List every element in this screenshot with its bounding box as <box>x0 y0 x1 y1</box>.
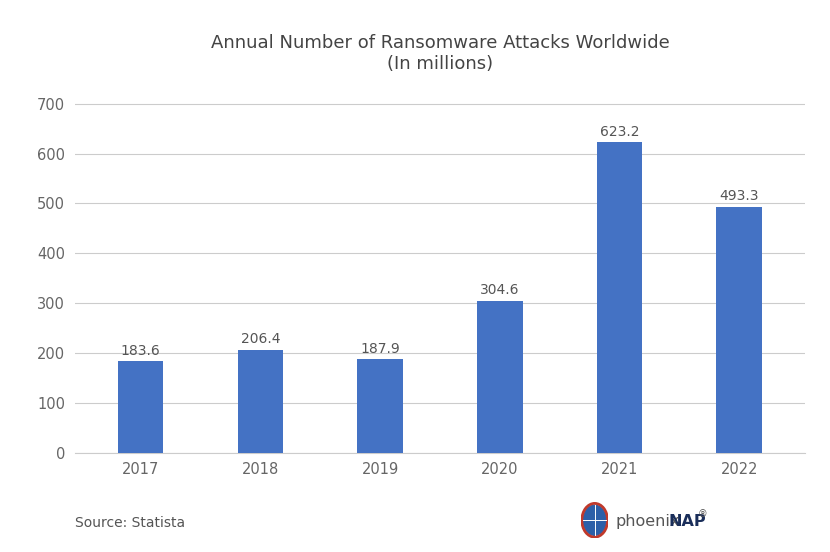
Text: 623.2: 623.2 <box>600 125 639 139</box>
Text: 493.3: 493.3 <box>720 189 759 203</box>
Text: ®: ® <box>697 509 707 519</box>
Bar <box>118 361 164 453</box>
Bar <box>237 350 283 453</box>
Bar <box>357 359 403 453</box>
Circle shape <box>583 505 606 535</box>
Text: phoenix: phoenix <box>616 514 681 529</box>
Text: 183.6: 183.6 <box>120 344 160 358</box>
Text: NAP: NAP <box>668 514 706 529</box>
Text: 206.4: 206.4 <box>241 332 280 346</box>
Bar <box>477 301 523 453</box>
Text: Source: Statista: Source: Statista <box>75 516 185 530</box>
Text: 304.6: 304.6 <box>480 283 520 298</box>
Text: 187.9: 187.9 <box>360 342 400 355</box>
Bar <box>597 142 642 453</box>
Bar <box>716 207 762 453</box>
Title: Annual Number of Ransomware Attacks Worldwide
(In millions): Annual Number of Ransomware Attacks Worl… <box>211 34 669 73</box>
